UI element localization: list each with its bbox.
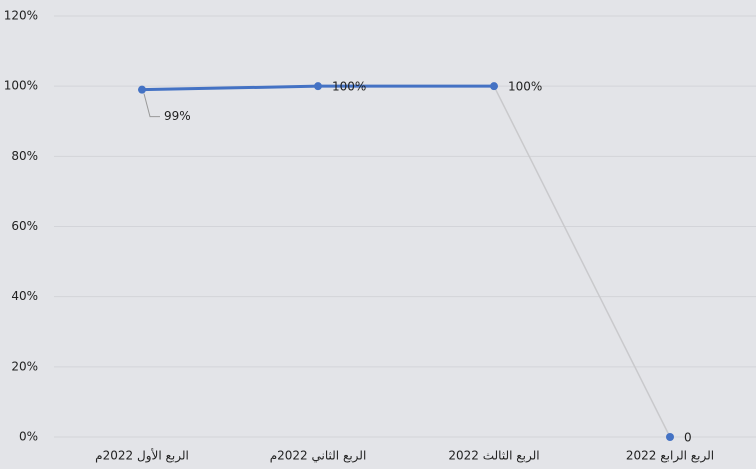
data-label: 0 bbox=[684, 431, 692, 445]
x-tick-label: الربع الثالث 2022 bbox=[448, 449, 539, 464]
data-point bbox=[138, 85, 146, 94]
data-label: 99% bbox=[164, 109, 191, 123]
y-tick-label: 60% bbox=[11, 219, 38, 233]
y-tick-label: 0% bbox=[19, 430, 38, 444]
line-segment bbox=[141, 84, 319, 92]
data-point bbox=[314, 82, 322, 91]
leader-line bbox=[143, 93, 160, 118]
data-point bbox=[490, 82, 498, 91]
y-tick-label: 120% bbox=[4, 9, 38, 23]
x-tick-label: الربع الأول 2022م bbox=[95, 448, 189, 464]
y-tick-label: 20% bbox=[11, 359, 38, 373]
data-point bbox=[666, 433, 674, 441]
x-tick-label: الربع الثاني 2022م bbox=[270, 449, 367, 464]
data-label: 100% bbox=[508, 80, 542, 94]
y-tick-label: 100% bbox=[4, 79, 38, 93]
line-segment bbox=[493, 85, 671, 438]
x-tick-label: الربع الرابع 2022 bbox=[626, 449, 714, 464]
y-tick-label: 40% bbox=[11, 289, 38, 303]
y-tick-label: 80% bbox=[11, 149, 38, 163]
data-label: 100% bbox=[332, 80, 366, 94]
